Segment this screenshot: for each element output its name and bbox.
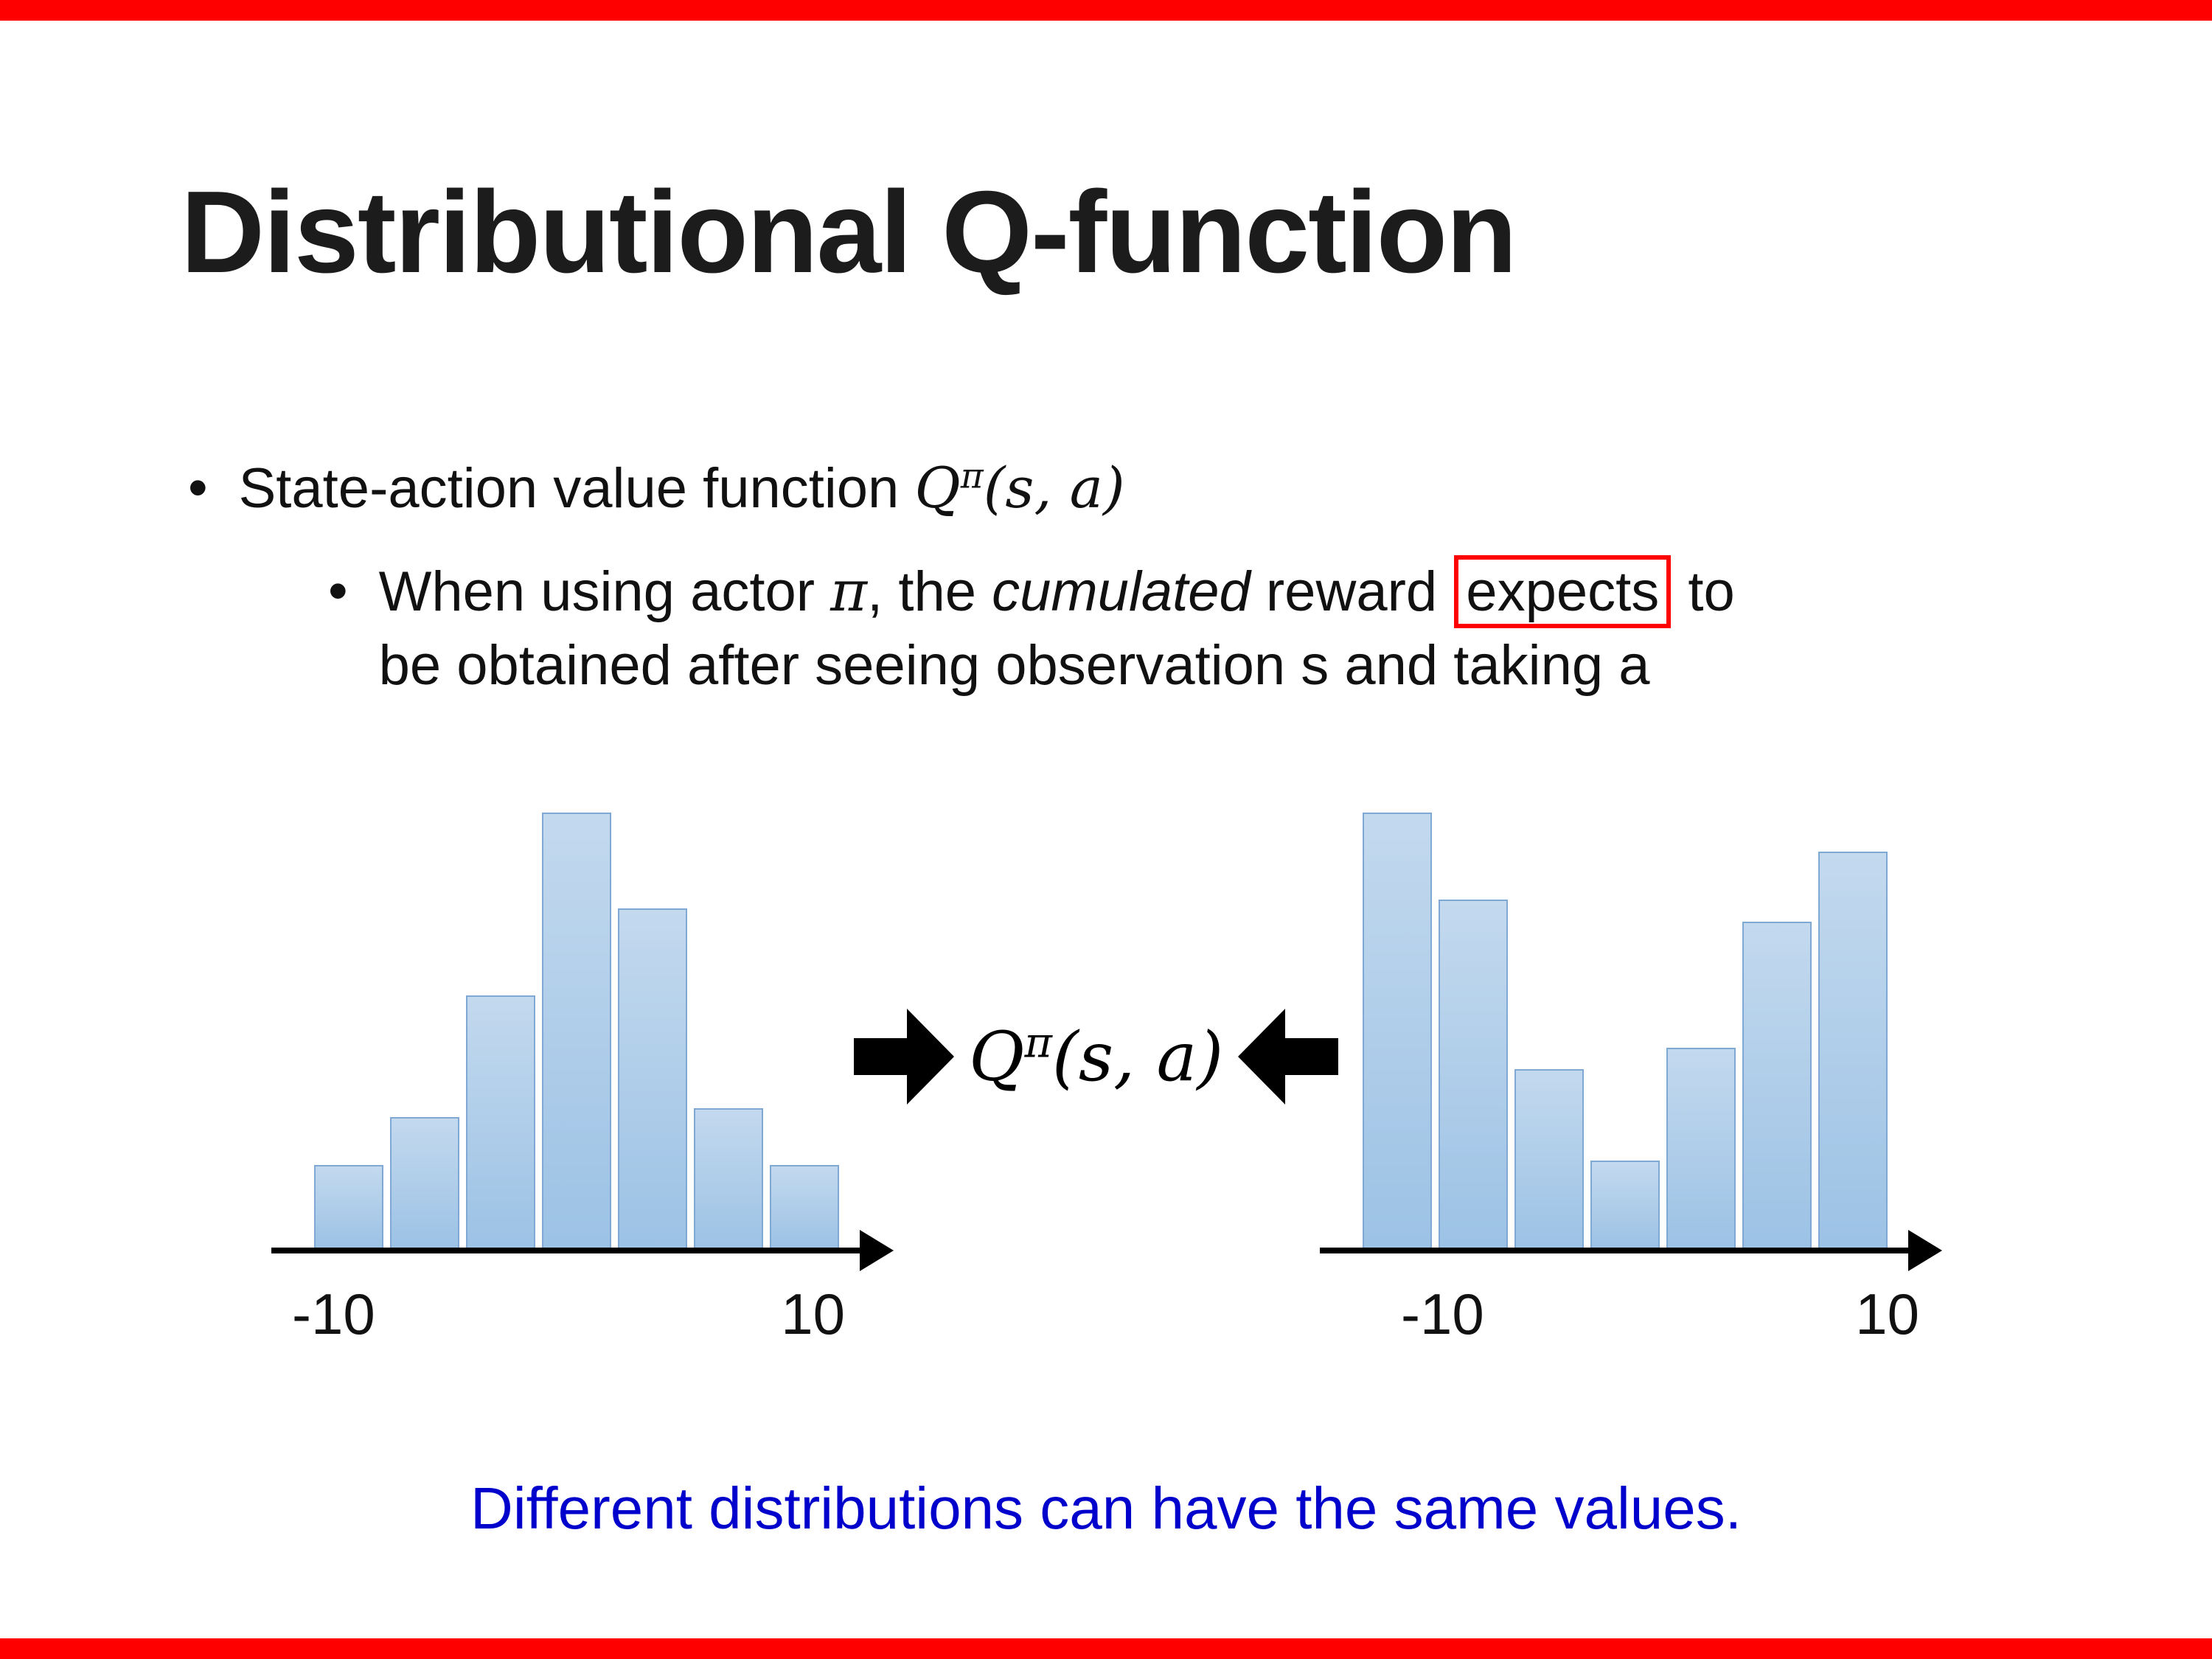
axis-arrow-icon bbox=[1908, 1230, 1942, 1271]
x-min-label: -10 bbox=[1401, 1281, 1484, 1346]
histogram-bar bbox=[694, 1108, 763, 1248]
arrow-left-icon bbox=[1238, 1009, 1339, 1105]
formula-args: (s, a) bbox=[1051, 1017, 1224, 1096]
histogram-bar bbox=[1514, 1069, 1584, 1248]
histogram-bar bbox=[1439, 900, 1508, 1248]
x-max-label: 10 bbox=[1855, 1281, 1919, 1346]
formula-base: Q bbox=[914, 455, 961, 521]
histogram-bar bbox=[542, 813, 611, 1248]
bullet-text-segment: State-action value function bbox=[238, 457, 915, 520]
formula-superscript: π bbox=[960, 456, 984, 497]
left-histogram-chart: -10 10 bbox=[271, 813, 911, 1346]
histogram-bar bbox=[390, 1117, 459, 1248]
sub-bullet-text: When using actor π, the cumulated reward… bbox=[379, 554, 1735, 703]
footer-note: Different distributions can have the sam… bbox=[470, 1475, 1742, 1541]
center-formula-group: Qπ(s, a) bbox=[854, 1001, 1339, 1112]
histogram-bar bbox=[1742, 921, 1812, 1248]
histogram-bar bbox=[618, 908, 687, 1248]
formula-superscript: π bbox=[1024, 1018, 1052, 1067]
x-min-label: -10 bbox=[292, 1281, 375, 1346]
pi-symbol: π bbox=[830, 558, 868, 624]
q-pi-formula: Qπ(s, a) bbox=[969, 1018, 1223, 1096]
histogram-bar bbox=[1590, 1161, 1660, 1248]
bars bbox=[1363, 813, 1888, 1248]
histogram-bar bbox=[770, 1164, 839, 1248]
highlight-box-expects: expects bbox=[1454, 555, 1672, 629]
histogram-bar bbox=[314, 1164, 383, 1248]
bullet-marker: • bbox=[188, 456, 208, 519]
text-segment: be obtained after seeing observation s a… bbox=[378, 634, 1650, 698]
bullet-state-action-value: • State-action value function Qπ(s, a) bbox=[188, 451, 1125, 526]
q-pi-formula: Qπ(s, a) bbox=[914, 455, 1124, 521]
italic-word-cumulated: cumulated bbox=[992, 560, 1251, 623]
text-segment: reward bbox=[1250, 560, 1453, 623]
axis-arrow-icon bbox=[860, 1230, 894, 1271]
bullet-text: State-action value function Qπ(s, a) bbox=[239, 451, 1125, 526]
x-max-label: 10 bbox=[781, 1281, 845, 1346]
bullet-marker: • bbox=[328, 560, 348, 622]
formula-base: Q bbox=[969, 1017, 1025, 1096]
histogram-bar bbox=[1666, 1047, 1736, 1248]
sub-bullet-cumulated-reward: • When using actor π, the cumulated rewa… bbox=[328, 554, 1877, 703]
slide-title: Distributional Q-function bbox=[181, 167, 1517, 297]
formula-args: (s, a) bbox=[983, 455, 1125, 521]
histogram-bar bbox=[466, 995, 535, 1248]
bars bbox=[314, 813, 839, 1248]
x-axis bbox=[271, 1230, 894, 1271]
arrow-right-icon bbox=[854, 1009, 954, 1105]
text-segment: to bbox=[1672, 560, 1735, 623]
bottom-accent-bar bbox=[0, 1638, 2212, 1659]
histogram-bar bbox=[1818, 852, 1888, 1248]
text-segment: When using actor bbox=[378, 560, 831, 623]
text-segment: , the bbox=[867, 560, 992, 623]
x-axis bbox=[1320, 1230, 1942, 1271]
right-histogram-chart: -10 10 bbox=[1320, 813, 1960, 1346]
histogram-bar bbox=[1363, 813, 1432, 1248]
top-accent-bar bbox=[0, 0, 2212, 21]
